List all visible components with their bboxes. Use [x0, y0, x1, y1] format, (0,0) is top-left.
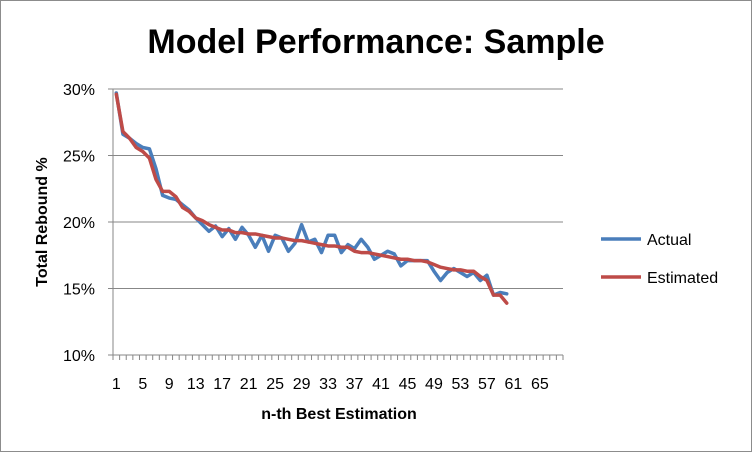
- x-tick-label: 33: [319, 376, 337, 393]
- x-tick-label: 25: [266, 376, 284, 393]
- x-tick-label: 57: [478, 376, 496, 393]
- axes: [108, 88, 564, 360]
- x-tick-label: 29: [293, 376, 311, 393]
- y-tick-label: 30%: [63, 82, 95, 99]
- x-tick-label: 13: [187, 376, 205, 393]
- x-tick-label: 21: [240, 376, 258, 393]
- series-lines: [114, 91, 509, 305]
- gridlines: [113, 88, 563, 289]
- x-tick-label: 5: [138, 376, 147, 393]
- y-tick-labels: 10% 15% 20% 25% 30%: [63, 82, 95, 365]
- x-tick-labels: 1 5 9 13 17 21 25 29 33 37 41 45 49 53 57 61 65: [112, 376, 549, 393]
- x-tick-label: 9: [165, 376, 174, 393]
- chart-title: Model Performance: Sample: [147, 23, 604, 61]
- legend: Actual Estimated: [601, 232, 718, 287]
- x-tick-label: 49: [425, 376, 443, 393]
- y-tick-label: 20%: [63, 215, 95, 232]
- legend-label: Actual: [647, 232, 691, 249]
- series-line-estimated: [114, 92, 509, 305]
- x-tick-label: 53: [452, 376, 470, 393]
- y-axis-title: Total Rebound %: [34, 157, 51, 286]
- x-axis-title: n-th Best Estimation: [261, 406, 417, 423]
- x-tick-label: 37: [346, 376, 364, 393]
- legend-item-actual: Actual: [601, 232, 691, 249]
- x-tick-label: 61: [504, 376, 522, 393]
- x-tick-label: 41: [372, 376, 390, 393]
- x-tick-label: 1: [112, 376, 121, 393]
- y-tick-label: 15%: [63, 282, 95, 299]
- x-tick-label: 65: [531, 376, 549, 393]
- x-tick-label: 45: [399, 376, 417, 393]
- y-tick-label: 10%: [63, 348, 95, 365]
- x-tick-label: 17: [213, 376, 231, 393]
- y-tick-label: 25%: [63, 149, 95, 166]
- legend-label: Estimated: [647, 270, 718, 287]
- legend-item-estimated: Estimated: [601, 270, 718, 287]
